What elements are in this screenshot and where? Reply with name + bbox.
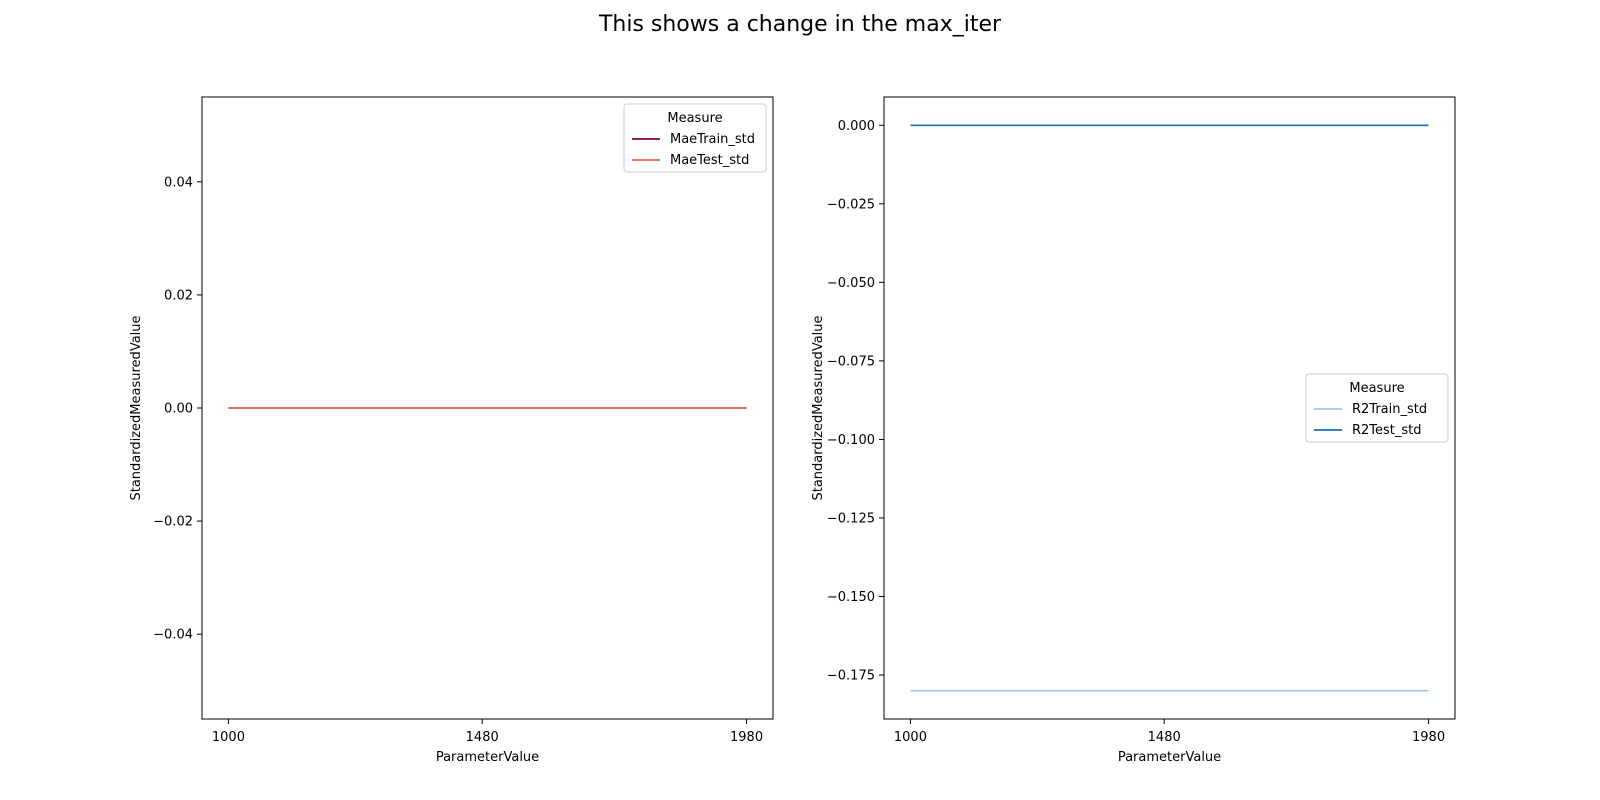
legend-entry-label: R2Test_std xyxy=(1352,423,1422,438)
x-tick-label: 1480 xyxy=(1148,730,1181,745)
legend-entry-label: MaeTest_std xyxy=(670,153,749,168)
y-tick-label: −0.075 xyxy=(827,354,875,369)
y-tick-label: 0.02 xyxy=(164,288,193,303)
y-tick-label: −0.125 xyxy=(827,511,875,526)
y-axis-label: StandardizedMeasuredValue xyxy=(129,315,144,500)
y-tick-label: 0.04 xyxy=(164,175,193,190)
legend: Measure MaeTrain_std MaeTest_std xyxy=(623,103,767,173)
legend-entry-label: MaeTrain_std xyxy=(670,132,755,147)
legend: Measure R2Train_std R2Test_std xyxy=(1305,373,1449,443)
legend-box xyxy=(623,103,767,173)
legend-entry-label: R2Train_std xyxy=(1352,402,1427,417)
y-tick-label: −0.150 xyxy=(827,590,875,605)
subplot-right: 1000 1480 1980 0.000 −0.025 −0.050 −0.075 −0.10… xyxy=(811,96,1456,765)
legend-title: Measure xyxy=(1349,381,1404,396)
legend-title: Measure xyxy=(667,111,722,126)
legend-box xyxy=(1305,373,1449,443)
x-tick-label: 1980 xyxy=(1412,730,1445,745)
y-axis-label: StandardizedMeasuredValue xyxy=(811,315,826,500)
y-tick-label: −0.04 xyxy=(153,628,193,643)
x-tick-label: 1480 xyxy=(466,730,499,745)
figure-title: This shows a change in the max_iter xyxy=(598,12,1002,37)
y-tick-label: 0.000 xyxy=(838,119,875,134)
y-tick-label: 0.00 xyxy=(164,402,193,417)
x-tick-label: 1000 xyxy=(894,730,927,745)
x-tick-label: 1000 xyxy=(212,730,245,745)
x-axis-label: ParameterValue xyxy=(436,750,539,765)
x-axis-label: ParameterValue xyxy=(1118,750,1221,765)
subplot-left: 1000 1480 1980 0.04 0.02 0.00 −0.02 −0.04 Parame… xyxy=(129,96,774,765)
x-tick-label: 1980 xyxy=(730,730,763,745)
y-tick-label: −0.100 xyxy=(827,433,875,448)
y-tick-label: −0.175 xyxy=(827,669,875,684)
y-tick-label: −0.025 xyxy=(827,197,875,212)
plot-frame xyxy=(883,96,1456,720)
y-tick-label: −0.02 xyxy=(153,515,193,530)
y-tick-label: −0.050 xyxy=(827,276,875,291)
